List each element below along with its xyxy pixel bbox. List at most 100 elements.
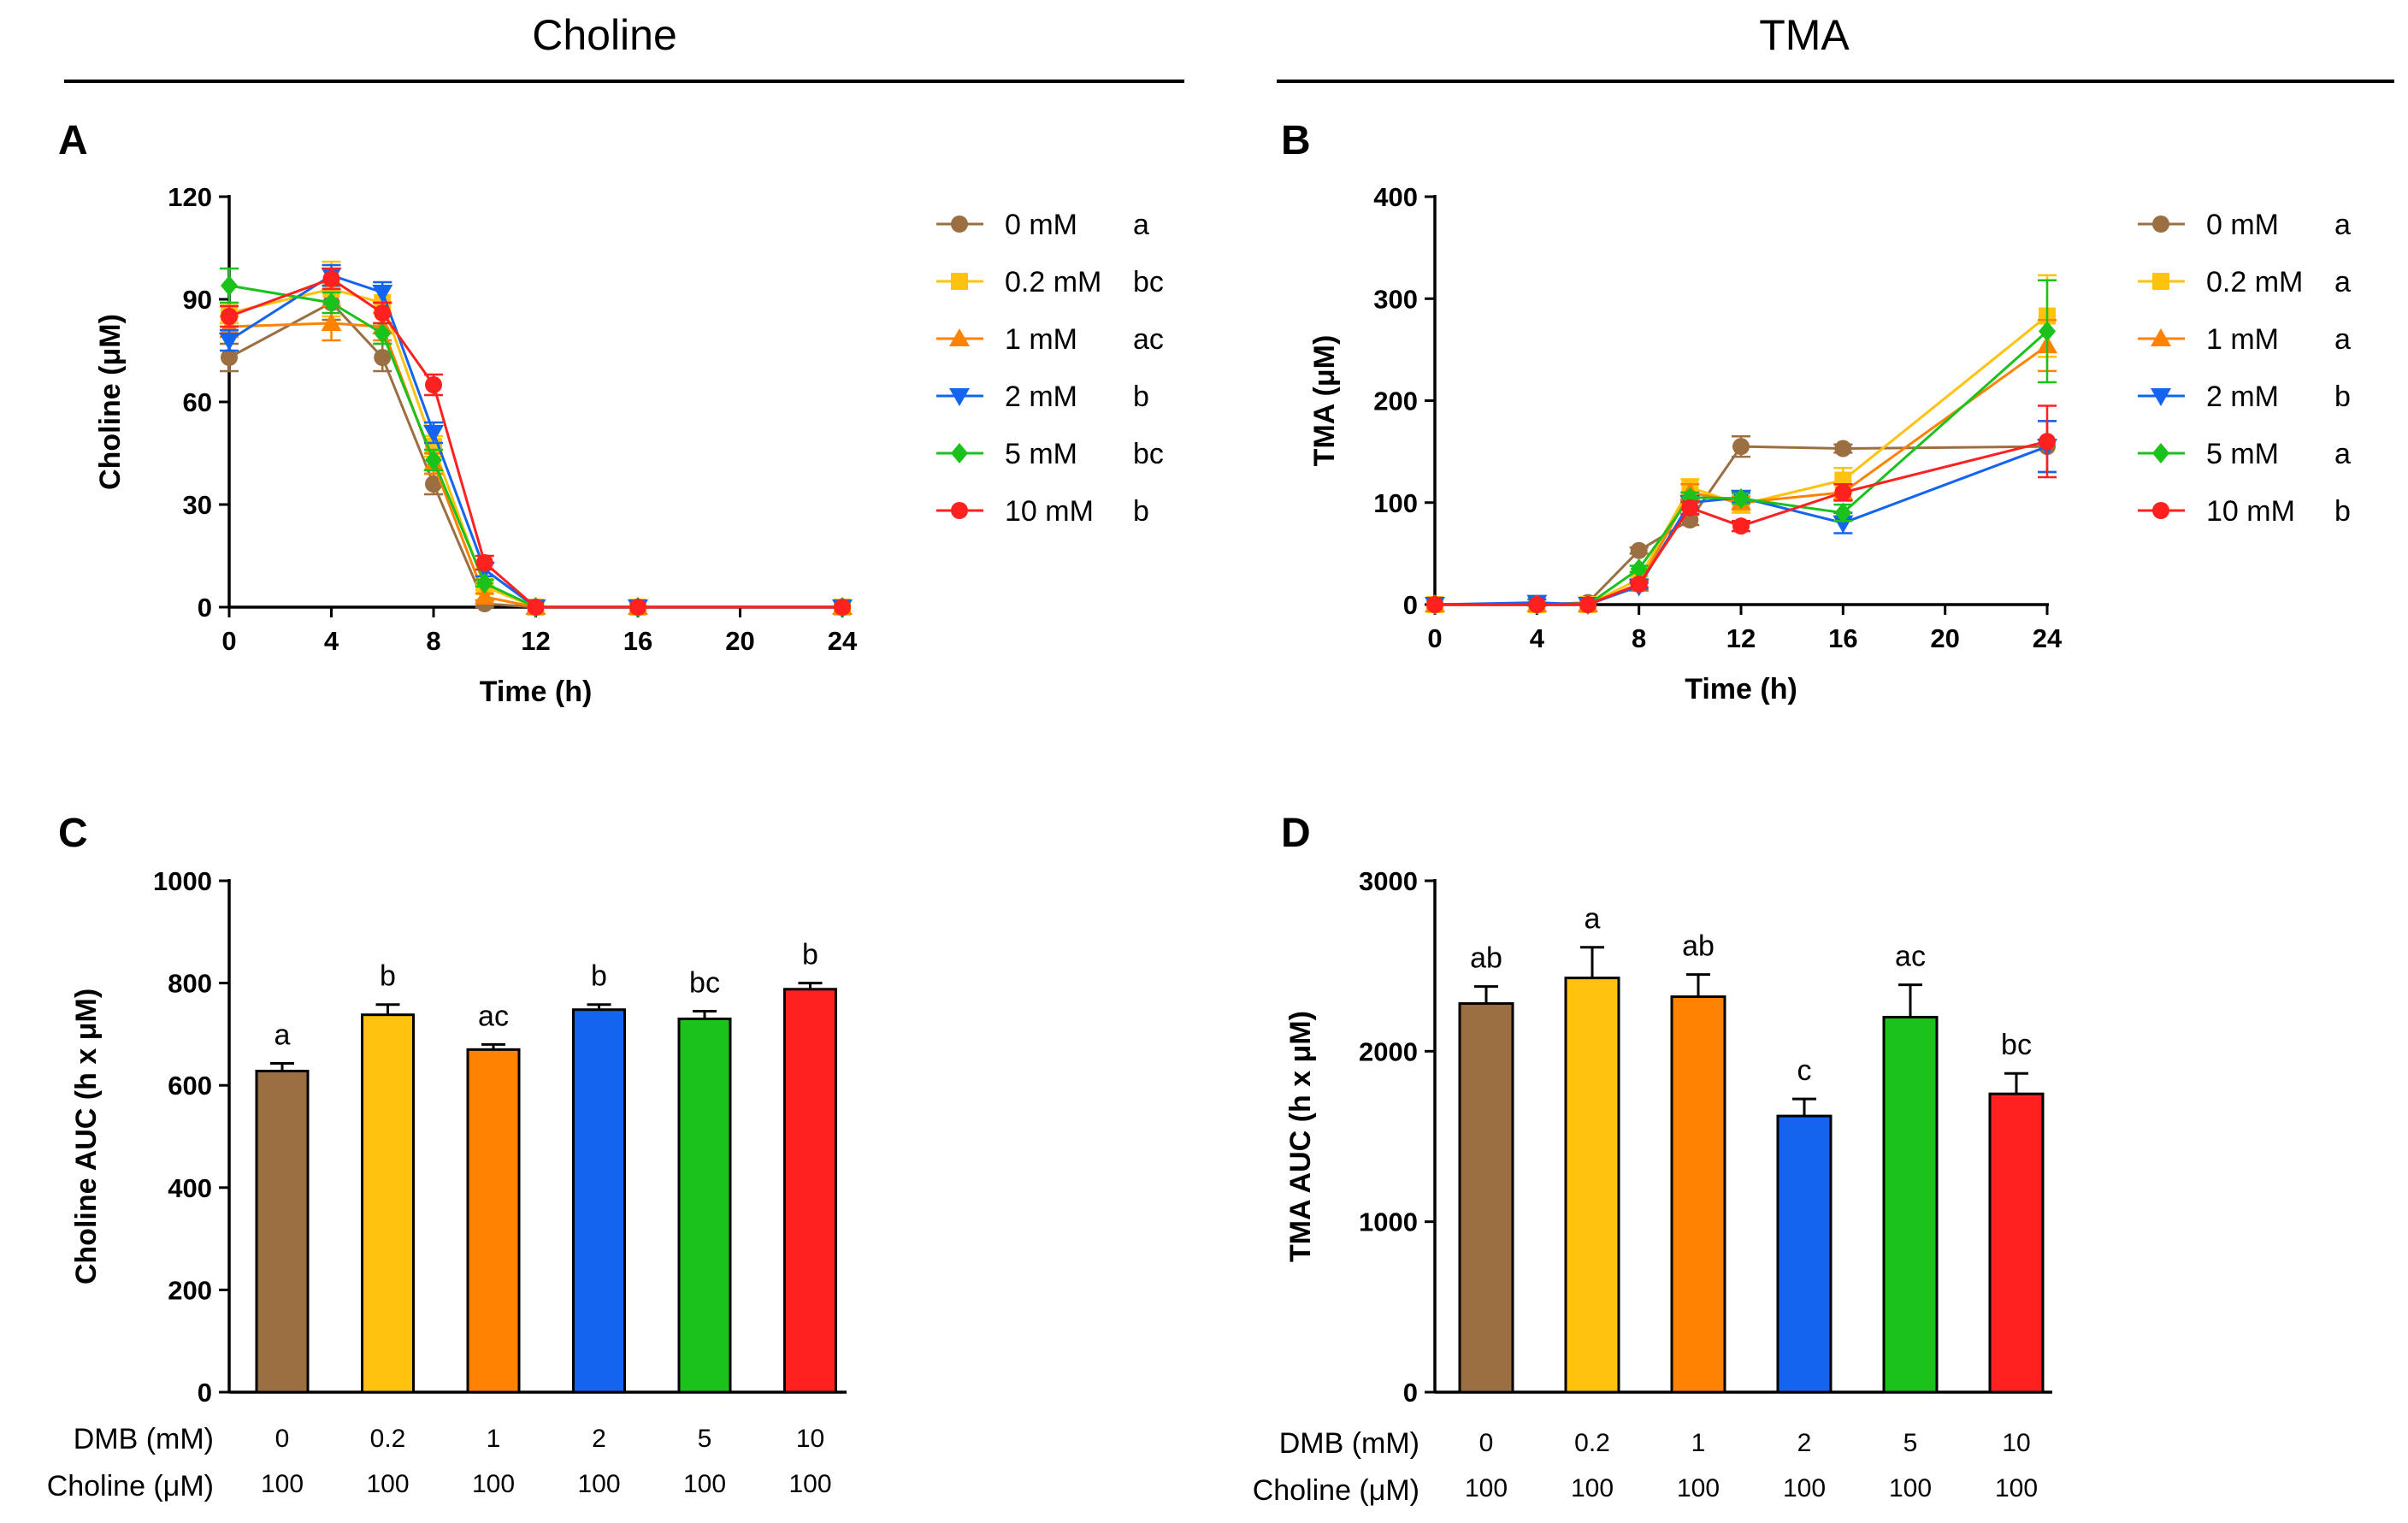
y-tick-label: 200: [1373, 387, 1418, 416]
legend-entry: 2 mM b: [2138, 381, 2351, 413]
x-tick-label: 8: [426, 626, 440, 656]
data-point: [423, 425, 444, 443]
x-tick-label: 24: [828, 626, 858, 656]
legend-marker: [2152, 502, 2169, 519]
panel-d-tma-auc: 0 1000 2000 3000 TMA AUC (h x μM) ab 0 100 a 0.2 1…: [1253, 866, 2052, 1507]
significance-letter: ac: [1895, 941, 1926, 973]
header-tma: TMA: [1759, 11, 1850, 59]
choline-value: 100: [366, 1470, 409, 1498]
legend-entry: 2 mM b: [936, 381, 1149, 413]
bar-dmb-5: [677, 1017, 732, 1394]
legend-label: 10 mM: [1005, 495, 1094, 528]
y-tick-label: 2000: [1359, 1036, 1418, 1066]
bar-dmb-2: [1776, 1114, 1833, 1394]
y-tick-label: 0: [1403, 590, 1418, 620]
significance-letter: a: [274, 1018, 291, 1051]
data-point: [221, 349, 238, 366]
data-point: [2039, 433, 2056, 451]
legend-entry: 0.2 mM bc: [936, 266, 1164, 298]
data-point: [1834, 483, 1852, 501]
panel-label-b: B: [1281, 118, 1311, 163]
y-axis-label: Choline (μM): [94, 314, 127, 490]
panel-c-choline-auc: 0 200 400 600 800 1000 Choline AUC (h x μM) a 0 1…: [47, 866, 847, 1502]
choline-value: 100: [261, 1470, 304, 1498]
choline-value: 100: [1889, 1474, 1932, 1502]
data-point: [1834, 502, 1852, 523]
bar-dmb-1: [1670, 995, 1726, 1394]
series-0_2-mM: [220, 260, 851, 616]
legend-significance-letter: a: [2334, 438, 2351, 470]
data-point: [1681, 499, 1699, 517]
significance-letter: ac: [478, 1000, 509, 1032]
y-axis-label: Choline AUC (h x μM): [70, 989, 103, 1284]
legend-marker: [2151, 328, 2171, 346]
dmb-value: 5: [698, 1425, 712, 1453]
dmb-value: 10: [796, 1425, 824, 1453]
legend-label: 1 mM: [2206, 323, 2279, 356]
y-tick-label: 600: [168, 1071, 212, 1101]
series-10-mM: [220, 267, 851, 616]
x-tick-label: 4: [324, 626, 339, 656]
data-point: [374, 304, 392, 322]
y-tick-label: 1000: [1359, 1207, 1418, 1237]
choline-value: 100: [472, 1470, 515, 1498]
legend-label: 5 mM: [2206, 438, 2279, 470]
significance-letter: a: [1585, 903, 1601, 936]
legend-label: 2 mM: [2206, 381, 2279, 413]
y-tick-label: 0: [1403, 1378, 1418, 1408]
data-point: [1732, 487, 1750, 509]
panel-label-d: D: [1281, 811, 1311, 856]
data-point: [1426, 596, 1443, 613]
legend-label: 0.2 mM: [2206, 266, 2303, 298]
dmb-value: 2: [1797, 1429, 1812, 1457]
choline-value: 100: [683, 1470, 726, 1498]
dmb-value: 0.2: [370, 1425, 406, 1453]
legend-marker: [951, 443, 968, 463]
x-tick-label: 24: [2033, 623, 2063, 653]
series-1-mM: [1425, 319, 2057, 612]
bar-dmb-2: [572, 1008, 626, 1394]
data-point: [1630, 541, 1648, 559]
data-point: [219, 333, 239, 351]
choline-value: 100: [1677, 1474, 1720, 1502]
data-point: [1834, 440, 1852, 457]
dmb-value: 1: [487, 1425, 501, 1453]
legend-significance-letter: bc: [1133, 438, 1164, 470]
legend-entry: 1 mM a: [2138, 323, 2351, 356]
panel-label-a: A: [58, 118, 88, 163]
series-line: [228, 287, 842, 609]
legend-entry: 5 mM bc: [936, 438, 1164, 470]
significance-letter: ab: [1470, 942, 1502, 975]
legend-marker: [2152, 443, 2169, 463]
legend-entry: 5 mM a: [2138, 438, 2351, 470]
y-tick-label: 400: [168, 1173, 212, 1203]
data-point: [527, 599, 545, 616]
series-1-mM: [219, 304, 853, 615]
legend-significance-letter: b: [1133, 381, 1149, 413]
legend-significance-letter: b: [1133, 495, 1149, 528]
panel-label-c: C: [58, 811, 88, 856]
series-line: [1435, 330, 2048, 606]
row-label-dmb: DMB (mM): [74, 1423, 214, 1455]
choline-value: 100: [577, 1470, 620, 1498]
legend-entry: 1 mM ac: [936, 323, 1164, 356]
legend-entry: 0 mM a: [2138, 209, 2351, 241]
y-tick-label: 120: [168, 182, 212, 212]
bar-dmb-10: [1988, 1092, 2045, 1394]
choline-value: 100: [1995, 1474, 2038, 1502]
series-10-mM: [1426, 404, 2057, 613]
y-tick-label: 0: [198, 593, 212, 623]
legend-label: 10 mM: [2206, 495, 2295, 528]
data-point: [221, 308, 238, 325]
data-point: [322, 292, 340, 313]
y-tick-label: 100: [1373, 488, 1418, 518]
choline-value: 100: [1465, 1474, 1508, 1502]
series-line: [228, 277, 842, 609]
legend-entry: 10 mM b: [936, 495, 1149, 528]
legend-significance-letter: b: [2334, 495, 2351, 528]
panel-a-choline-timecourse: 0 30 60 90 120 0 4 8 12 16 20 24 Time (h) Choline (μM…: [94, 182, 1164, 708]
legend-significance-letter: ac: [1133, 323, 1164, 356]
series-line: [228, 301, 842, 609]
y-axis-label: TMA AUC (h x μM): [1284, 1011, 1317, 1262]
